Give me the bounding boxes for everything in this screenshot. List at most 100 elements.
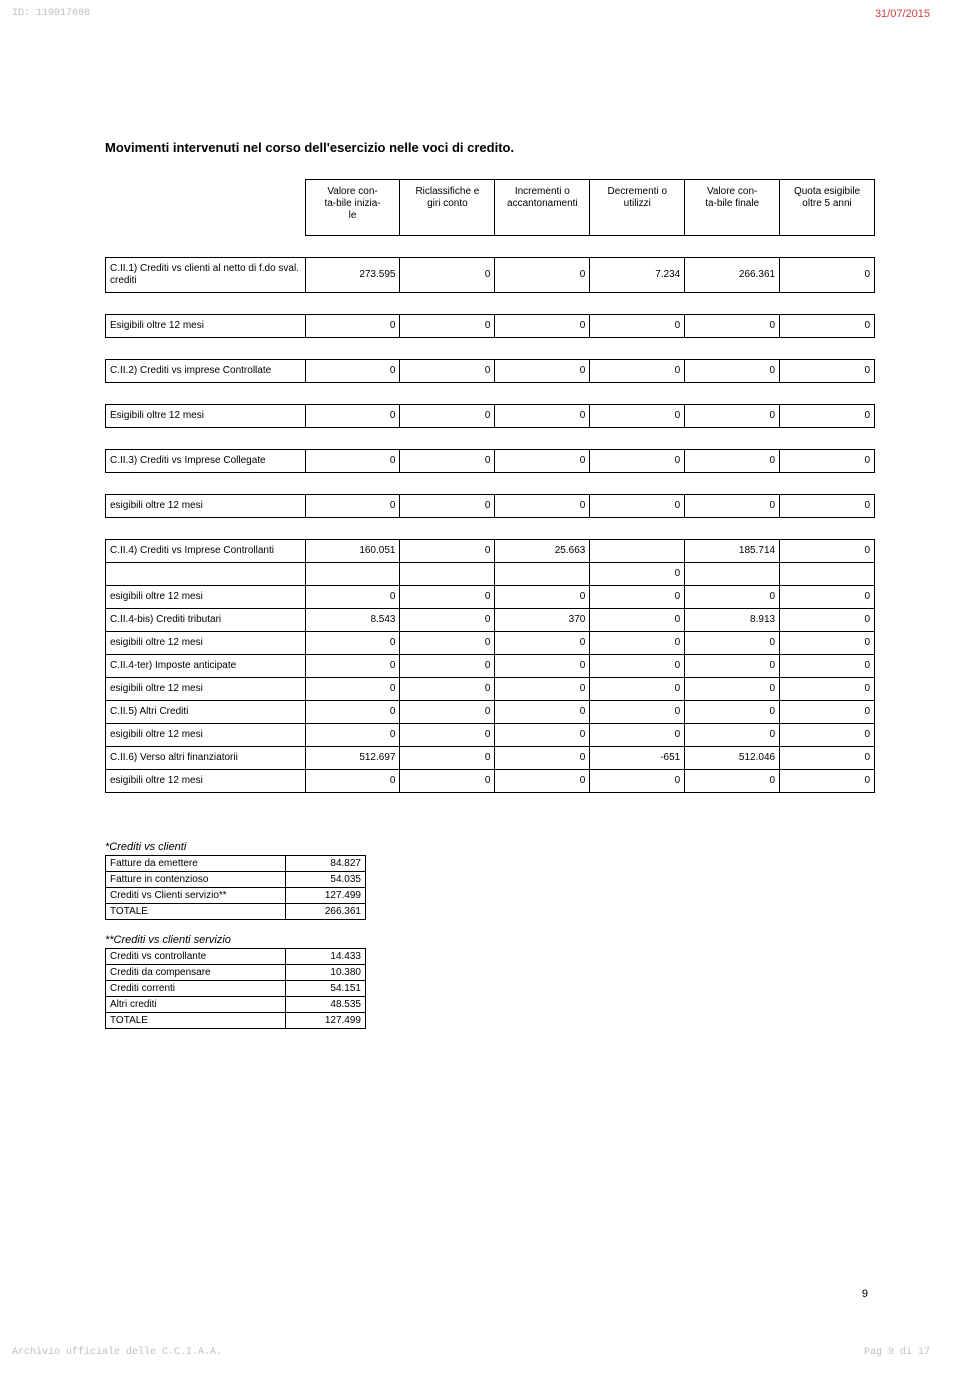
cell-value: Crediti vs Clienti servizio** [106,888,286,904]
cell-value: 8.543 [305,609,400,632]
cell-value: 0 [305,450,400,473]
row-label: esigibili oltre 12 mesi [106,678,306,701]
cell-value: 0 [400,258,495,293]
cell-value: 0 [590,586,685,609]
cell-value: 0 [590,609,685,632]
cell-value: TOTALE [106,904,286,920]
cell-value: 266.361 [685,258,780,293]
cell-value: 0 [400,678,495,701]
cell-value: 160.051 [305,540,400,563]
cell-value: 0 [685,360,780,383]
cell-value: 54.151 [286,981,366,997]
cell-value: 0 [685,701,780,724]
table-row: C.II.5) Altri Crediti000000 [106,701,875,724]
cell-value: 25.663 [495,540,590,563]
cell-value: 0 [305,586,400,609]
table-row: TOTALE266.361 [106,904,366,920]
cell-value: 0 [590,315,685,338]
cell-value: 54.035 [286,872,366,888]
cell-value: Crediti vs controllante [106,949,286,965]
table-row: 0 [106,563,875,586]
cell-value: 0 [495,258,590,293]
cell-value: 0 [780,701,875,724]
column-header: Decrementi outilizzi [590,180,685,236]
column-header: Quota esigibileoltre 5 anni [780,180,875,236]
cell-value: 0 [590,770,685,793]
table-row: C.II.1) Crediti vs clienti al netto di f… [106,258,875,293]
row-label: C.II.4) Crediti vs Imprese Controllanti [106,540,306,563]
section-title: Movimenti intervenuti nel corso dell'ese… [105,140,875,155]
cell-value: 0 [590,655,685,678]
cell-value: 0 [780,315,875,338]
doc-date: 31/07/2015 [875,8,930,20]
cell-value: 0 [780,609,875,632]
cell-value: 0 [590,360,685,383]
cell-value: 0 [495,405,590,428]
column-header: Valore con-ta-bile inizia-le [305,180,400,236]
cell-value: 0 [495,747,590,770]
cell-value: 0 [495,770,590,793]
row-label: esigibili oltre 12 mesi [106,632,306,655]
cell-value: 0 [305,405,400,428]
cell-value [685,563,780,586]
cell-value: 0 [305,701,400,724]
cell-value: 0 [305,724,400,747]
cell-value: 0 [685,586,780,609]
table-row: esigibili oltre 12 mesi000000 [106,724,875,747]
table-row: Crediti vs Clienti servizio**127.499 [106,888,366,904]
cell-value: 0 [780,450,875,473]
table-row: Esigibili oltre 12 mesi000000 [106,315,875,338]
table-row: esigibili oltre 12 mesi000000 [106,495,875,518]
cell-value [400,563,495,586]
cell-value: 127.499 [286,888,366,904]
cell-value: 0 [780,258,875,293]
cell-value: TOTALE [106,1013,286,1029]
cell-value: 0 [305,655,400,678]
cell-value: 0 [780,632,875,655]
cell-value: 0 [780,495,875,518]
cell-value: 0 [400,586,495,609]
page-content: Movimenti intervenuti nel corso dell'ese… [105,140,875,1029]
cell-value: 0 [305,770,400,793]
cell-value: 0 [400,655,495,678]
footer-archive: Archivio ufficiale delle C.C.I.A.A. [12,1347,222,1358]
cell-value: 0 [590,678,685,701]
row-label: C.II.3) Crediti vs Imprese Collegate [106,450,306,473]
footer-page: Pag 9 di 17 [864,1347,930,1358]
cell-value: 0 [685,405,780,428]
cell-value: 0 [780,586,875,609]
table-row: C.II.4) Crediti vs Imprese Controllanti1… [106,540,875,563]
doc-id: ID: 119017608 [12,8,90,19]
cell-value: 0 [400,450,495,473]
column-header: Valore con-ta-bile finale [685,180,780,236]
row-label: Esigibili oltre 12 mesi [106,405,306,428]
cell-value: 7.234 [590,258,685,293]
cell-value: -651 [590,747,685,770]
table-row: Esigibili oltre 12 mesi000000 [106,405,875,428]
table-row: C.II.4-bis) Crediti tributari8.543037008… [106,609,875,632]
cell-value: 0 [685,450,780,473]
cell-value: 273.595 [305,258,400,293]
cell-value: 0 [590,701,685,724]
cell-value: 0 [495,315,590,338]
cell-value: 127.499 [286,1013,366,1029]
page-number: 9 [862,1288,868,1300]
table-row: TOTALE127.499 [106,1013,366,1029]
cell-value: 8.913 [685,609,780,632]
cell-value: 0 [400,540,495,563]
cell-value: Crediti correnti [106,981,286,997]
cell-value: 0 [400,315,495,338]
cell-value: 0 [400,724,495,747]
cell-value: Fatture in contenzioso [106,872,286,888]
subtable1: Fatture da emettere84.827Fatture in cont… [105,855,366,920]
row-label: Esigibili oltre 12 mesi [106,315,306,338]
table-row: C.II.6) Verso altri finanziatorii512.697… [106,747,875,770]
cell-value: 512.046 [685,747,780,770]
row-label: C.II.5) Altri Crediti [106,701,306,724]
cell-value: 0 [685,655,780,678]
row-label: C.II.4-ter) Imposte anticipate [106,655,306,678]
cell-value: 0 [495,360,590,383]
cell-value: 0 [685,678,780,701]
cell-value: 0 [495,701,590,724]
row-label: esigibili oltre 12 mesi [106,586,306,609]
